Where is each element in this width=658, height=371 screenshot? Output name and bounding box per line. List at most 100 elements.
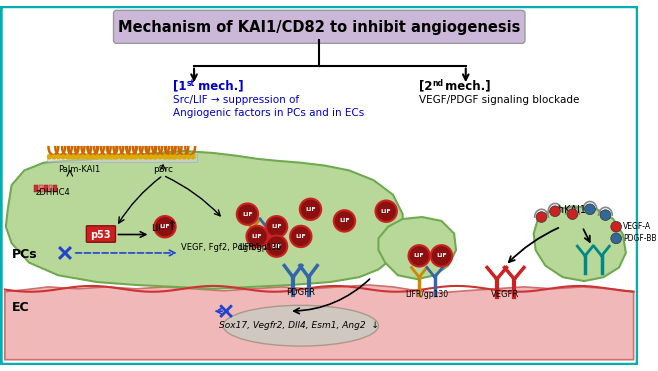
Circle shape — [600, 210, 611, 220]
Circle shape — [145, 155, 149, 159]
Bar — [39, 185, 43, 192]
Circle shape — [182, 155, 186, 159]
Circle shape — [567, 209, 578, 220]
Circle shape — [114, 155, 117, 159]
Circle shape — [191, 155, 195, 159]
Circle shape — [143, 155, 147, 159]
Circle shape — [163, 155, 166, 159]
FancyBboxPatch shape — [86, 226, 115, 242]
Text: LIF: LIF — [381, 209, 392, 214]
Circle shape — [76, 155, 80, 159]
Circle shape — [549, 206, 561, 217]
Circle shape — [105, 155, 109, 159]
Ellipse shape — [223, 305, 378, 346]
Circle shape — [133, 155, 137, 159]
Circle shape — [266, 216, 287, 237]
Text: Angiogenic factors in PCs and in ECs: Angiogenic factors in PCs and in ECs — [172, 108, 364, 118]
Circle shape — [114, 155, 118, 159]
Text: LIF: LIF — [151, 224, 163, 233]
Circle shape — [119, 155, 123, 159]
Text: LIF: LIF — [436, 253, 447, 258]
Text: LIF: LIF — [295, 234, 306, 239]
Text: pSrc: pSrc — [153, 165, 173, 174]
Circle shape — [100, 155, 104, 159]
Text: VEGF-A: VEGF-A — [623, 222, 651, 231]
Circle shape — [409, 245, 430, 266]
Circle shape — [172, 155, 176, 159]
Circle shape — [124, 155, 128, 159]
Circle shape — [290, 226, 311, 247]
Circle shape — [130, 155, 134, 159]
Circle shape — [125, 155, 129, 159]
Bar — [34, 185, 38, 192]
Text: Mechanism of KAI1/CD82 to inhibit angiogenesis: Mechanism of KAI1/CD82 to inhibit angiog… — [118, 20, 520, 35]
Circle shape — [95, 155, 99, 159]
Text: PDGF-BB: PDGF-BB — [623, 234, 657, 243]
Polygon shape — [378, 217, 456, 279]
Circle shape — [164, 155, 168, 159]
Circle shape — [148, 155, 152, 159]
Circle shape — [72, 155, 76, 159]
Bar — [43, 185, 47, 192]
Circle shape — [376, 201, 397, 222]
Circle shape — [153, 155, 157, 159]
Circle shape — [154, 216, 176, 237]
Circle shape — [75, 155, 78, 159]
Circle shape — [173, 155, 177, 159]
Circle shape — [57, 155, 61, 159]
Circle shape — [168, 155, 172, 159]
Text: ↑: ↑ — [167, 220, 178, 233]
Circle shape — [158, 155, 162, 159]
Circle shape — [128, 155, 132, 159]
Circle shape — [187, 155, 191, 159]
Circle shape — [584, 204, 595, 214]
Text: p53: p53 — [91, 230, 111, 240]
Text: LIFR/gp130: LIFR/gp130 — [238, 243, 282, 252]
Text: PDGFR: PDGFR — [286, 288, 315, 297]
Text: rhKAI1: rhKAI1 — [555, 205, 586, 215]
Circle shape — [247, 226, 268, 247]
Circle shape — [611, 233, 622, 244]
Text: VEGF, Fgf2, Pdgfbb↓: VEGF, Fgf2, Pdgfbb↓ — [182, 243, 269, 252]
Text: nd: nd — [433, 79, 443, 88]
Circle shape — [167, 155, 171, 159]
Circle shape — [80, 155, 84, 159]
Circle shape — [153, 155, 156, 159]
Circle shape — [61, 155, 65, 159]
Text: Sox17, Vegfr2, Dll4, Esm1, Ang2  ↓: Sox17, Vegfr2, Dll4, Esm1, Ang2 ↓ — [219, 321, 379, 330]
Text: LIFR/gp130: LIFR/gp130 — [405, 290, 449, 299]
Circle shape — [611, 221, 622, 232]
Text: LIF: LIF — [339, 219, 350, 223]
Circle shape — [431, 245, 452, 266]
Text: LIF: LIF — [252, 234, 263, 239]
Text: [1: [1 — [172, 79, 186, 92]
Circle shape — [70, 155, 74, 159]
Circle shape — [334, 210, 355, 232]
Bar — [53, 185, 57, 192]
Text: LIF: LIF — [305, 207, 316, 212]
Text: VEGFR: VEGFR — [492, 290, 520, 299]
Polygon shape — [534, 206, 626, 281]
Circle shape — [66, 155, 70, 159]
Text: Src/LIF → suppression of: Src/LIF → suppression of — [172, 95, 299, 105]
Bar — [49, 185, 53, 192]
Circle shape — [89, 155, 93, 159]
FancyBboxPatch shape — [114, 10, 525, 43]
Polygon shape — [6, 151, 403, 289]
Circle shape — [106, 155, 110, 159]
Circle shape — [47, 155, 51, 159]
Circle shape — [134, 155, 138, 159]
Text: EC: EC — [12, 301, 29, 314]
Circle shape — [85, 155, 89, 159]
Circle shape — [111, 155, 114, 159]
Text: PCs: PCs — [12, 248, 38, 261]
Circle shape — [91, 155, 95, 159]
Circle shape — [52, 155, 56, 159]
Text: LIF: LIF — [242, 211, 253, 217]
Circle shape — [139, 155, 143, 159]
Text: LIF: LIF — [271, 224, 282, 229]
Circle shape — [86, 155, 90, 159]
Text: Palm-KAI1: Palm-KAI1 — [59, 165, 101, 174]
FancyBboxPatch shape — [47, 154, 197, 162]
Text: [2: [2 — [419, 79, 433, 92]
